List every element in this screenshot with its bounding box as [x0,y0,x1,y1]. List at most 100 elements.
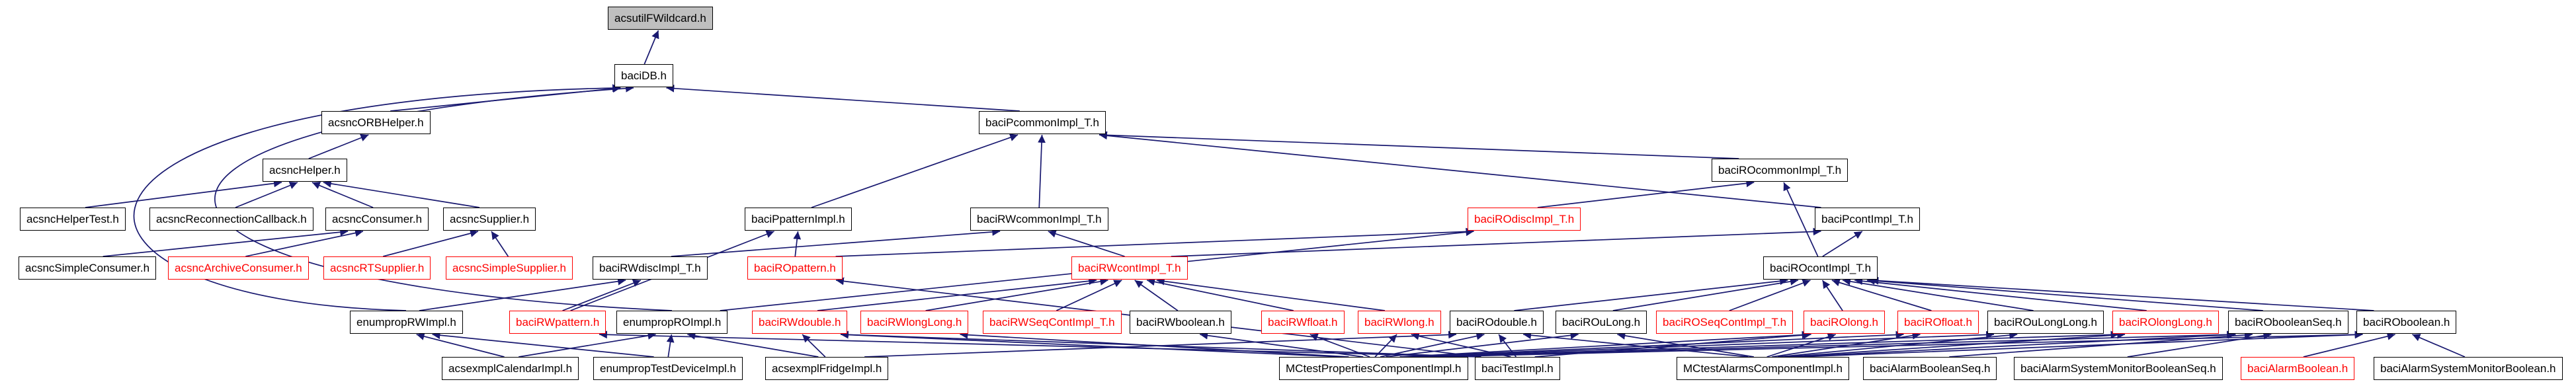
edge-baciTestImpl-to-baciROlong [1534,331,1811,358]
graph-node-baciROpattern[interactable]: baciROpattern.h [747,256,843,280]
graph-node-baciROdiscImpl_T[interactable]: baciROdiscImpl_T.h [1468,208,1581,231]
edge-baciRWcommonImpl_T-to-baciPcommonImpl_T [1038,134,1046,208]
graph-node-baciROboolean[interactable]: baciROboolean.h [2356,311,2457,334]
graph-node-baciRWboolean[interactable]: baciRWboolean.h [1130,311,1231,334]
graph-node-acsncConsumer[interactable]: acsncConsumer.h [325,208,429,231]
graph-node-baciRWcontImpl_T[interactable]: baciRWcontImpl_T.h [1071,256,1188,280]
edge-MCtestAlarmsComponentImpl-to-baciROuLongLong [1778,331,2018,358]
edge-MCtestAlarmsComponentImpl-to-baciROfloat [1772,331,1921,358]
edge-baciRWpattern-to-baciRWdiscImpl_T [562,279,642,311]
graph-node-baciRWcommonImpl_T[interactable]: baciRWcommonImpl_T.h [970,208,1108,231]
edge-baciRWdouble-to-baciRWcontImpl_T [817,277,1097,311]
graph-node-baciROcontImpl_T[interactable]: baciROcontImpl_T.h [1763,256,1878,280]
graph-node-acsncORBHelper[interactable]: acsncORBHelper.h [321,111,431,134]
graph-node-baciRObooleanSeq[interactable]: baciRObooleanSeq.h [2228,311,2348,334]
edge-baciRWfloat-to-baciRWcontImpl_T [1147,278,1294,311]
graph-node-baciDB[interactable]: baciDB.h [614,64,673,87]
graph-node-enumpropTestDeviceImpl[interactable]: enumpropTestDeviceImpl.h [593,357,743,380]
graph-node-baciROdouble[interactable]: baciROdouble.h [1450,311,1544,334]
edge-MCtestPropertiesComponentImpl-to-baciROlongLong [1418,330,2119,358]
edge-baciROuLongLong-to-baciROcontImpl_T [1842,277,2034,311]
graph-node-baciRWdouble[interactable]: baciRWdouble.h [752,311,848,334]
graph-node-enumpropROImpl[interactable]: enumpropROImpl.h [616,311,728,334]
graph-node-baciRWpattern[interactable]: baciRWpattern.h [509,311,606,334]
edge-MCtestAlarmsComponentImpl-to-baciROlong [1766,333,1836,358]
graph-node-acsncSimpleSupplier[interactable]: acsncSimpleSupplier.h [446,256,573,280]
edge-MCtestPropertiesComponentImpl-to-baciROlong [1399,330,1810,358]
graph-node-baciROSeqContImpl_T[interactable]: baciROSeqContImpl_T.h [1656,311,1794,334]
graph-node-baciROuLongLong[interactable]: baciROuLongLong.h [1987,311,2104,334]
edge-acsexmplFridgeImpl-to-enumpropROImpl [687,332,819,358]
edge-enumpropTestDeviceImpl-to-enumpropROImpl [666,334,675,358]
edge-MCtestAlarmsComponentImpl-to-baciROlongLong [1784,330,2126,358]
edge-baciROSeqContImpl_T-to-baciROcontImpl_T [1729,279,1811,311]
graph-node-acsexmplFridgeImpl[interactable]: acsexmplFridgeImpl.h [765,357,889,380]
graph-node-acsutilFWildcard[interactable]: acsutilFWildcard.h [608,7,713,30]
graph-node-baciRWlongLong[interactable]: baciRWlongLong.h [860,311,969,334]
edge-baciRWlong-to-baciRWcontImpl_T [1156,277,1386,311]
edge-baciPpatternImpl-to-baciPcommonImpl_T [811,134,1018,208]
graph-node-baciAlarmSystemMonitorBoolean[interactable]: baciAlarmSystemMonitorBoolean.h [2374,357,2563,380]
graph-node-baciRWdiscImpl_T[interactable]: baciRWdiscImpl_T.h [593,256,708,280]
graph-node-baciRWlong[interactable]: baciRWlong.h [1358,311,1441,334]
edge-MCtestPropertiesComponentImpl-to-baciRWdouble [840,330,1342,358]
graph-node-acsncSupplier[interactable]: acsncSupplier.h [443,208,536,231]
graph-node-acsncHelperTest[interactable]: acsncHelperTest.h [20,208,126,231]
edge-baciROdouble-to-baciROcontImpl_T [1514,277,1788,311]
graph-node-acsncHelper[interactable]: acsncHelper.h [263,159,347,182]
graph-node-baciAlarmBooleanSeq[interactable]: baciAlarmBooleanSeq.h [1863,357,1997,380]
edge-baciRWSeqContImpl_T-to-baciRWcontImpl_T [1056,280,1122,311]
graph-node-baciTestImpl[interactable]: baciTestImpl.h [1475,357,1560,380]
graph-node-baciROfloat[interactable]: baciROfloat.h [1897,311,1979,334]
edge-acsexmplCalendarImpl-to-enumpropROImpl [519,332,656,358]
edge-baciROlongLong-to-baciROcontImpl_T [1854,277,2147,311]
graph-node-baciROcommonImpl_T[interactable]: baciROcommonImpl_T.h [1712,159,1849,182]
graph-node-acsncReconnectionCallback[interactable]: acsncReconnectionCallback.h [149,208,313,231]
graph-node-baciAlarmSystemMonitorBooleanSeq[interactable]: baciAlarmSystemMonitorBooleanSeq.h [2014,357,2223,380]
edge-baciTestImpl-to-baciRWdouble [840,330,1481,358]
edge-baciAlarmSystemMonitorBoolean-to-baciROboolean [2412,334,2466,358]
edge-baciROfloat-to-baciROcontImpl_T [1831,278,1932,311]
graph-node-MCtestPropertiesComponentImpl[interactable]: MCtestPropertiesComponentImpl.h [1279,357,1468,380]
edge-MCtestPropertiesComponentImpl-to-baciROfloat [1405,330,1904,358]
edge-acsncReconnectionCallback-to-acsncHelper [235,181,298,208]
graph-node-baciAlarmBoolean[interactable]: baciAlarmBoolean.h [2241,357,2355,380]
edge-acsexmplFridgeImpl-to-baciRWdouble [802,334,826,358]
edge-baciROcontImpl_T-to-baciPcontImpl_T [1822,231,1863,257]
edge-baciDB-to-acsutilFWildcard [644,30,659,65]
graph-node-acsncRTSupplier[interactable]: acsncRTSupplier.h [323,256,431,280]
graph-node-acsncArchiveConsumer[interactable]: acsncArchiveConsumer.h [168,256,309,280]
edge-baciRWcontImpl_T-to-baciRWcommonImpl_T [1048,230,1125,257]
edge-baciRWlongLong-to-baciRWcontImpl_T [925,278,1108,311]
edge-baciRWboolean-to-baciRWcontImpl_T [1134,280,1179,311]
edge-acsncHelperTest-to-acsncHelper [85,179,282,208]
graph-node-baciPcommonImpl_T[interactable]: baciPcommonImpl_T.h [979,111,1106,134]
edge-baciROboolean-to-baciROcontImpl_T [1870,276,2374,311]
edge-acsexmplCalendarImpl-to-enumpropRWImpl [416,332,505,358]
graph-node-MCtestAlarmsComponentImpl[interactable]: MCtestAlarmsComponentImpl.h [1677,357,1849,380]
edge-enumpropRWImpl-to-baciDB [133,84,621,311]
graph-node-baciROuLong[interactable]: baciROuLong.h [1556,311,1647,334]
edge-baciROuLong-to-baciROcontImpl_T [1612,278,1799,311]
graph-node-acsncSimpleConsumer[interactable]: acsncSimpleConsumer.h [19,256,157,280]
graph-node-baciROlongLong[interactable]: baciROlongLong.h [2112,311,2219,334]
graph-node-baciPcontImpl_T[interactable]: baciPcontImpl_T.h [1815,208,1920,231]
edge-baciROpattern-to-baciROdiscImpl_T [835,227,1474,257]
graph-node-baciRWfloat[interactable]: baciRWfloat.h [1261,311,1345,334]
edge-acsncSupplier-to-acsncHelper [323,180,480,208]
edge-baciPcontImpl_T-to-baciPcommonImpl_T [1099,132,1821,208]
graph-node-baciRWSeqContImpl_T[interactable]: baciRWSeqContImpl_T.h [983,311,1122,334]
edge-baciAlarmBoolean-to-baciROboolean [2303,332,2395,358]
graph-node-acsexmplCalendarImpl[interactable]: acsexmplCalendarImpl.h [442,357,579,380]
graph-node-enumpropRWImpl[interactable]: enumpropRWImpl.h [350,311,463,334]
edge-acsncRTSupplier-to-acsncSupplier [382,229,479,257]
edge-baciROdiscImpl_T-to-baciROcommonImpl_T [1537,179,1755,208]
edge-baciPcommonImpl_T-to-baciDB [666,84,1020,112]
edge-enumpropRWImpl-to-baciRWdiscImpl_T [419,277,626,311]
graph-node-baciROlong[interactable]: baciROlong.h [1804,311,1886,334]
edge-MCtestAlarmsComponentImpl-to-baciROdouble [1523,331,1749,358]
graph-node-baciPpatternImpl[interactable]: baciPpatternImpl.h [745,208,852,231]
edge-baciRWdiscImpl_T-to-baciRWcommonImpl_T [671,227,1001,257]
